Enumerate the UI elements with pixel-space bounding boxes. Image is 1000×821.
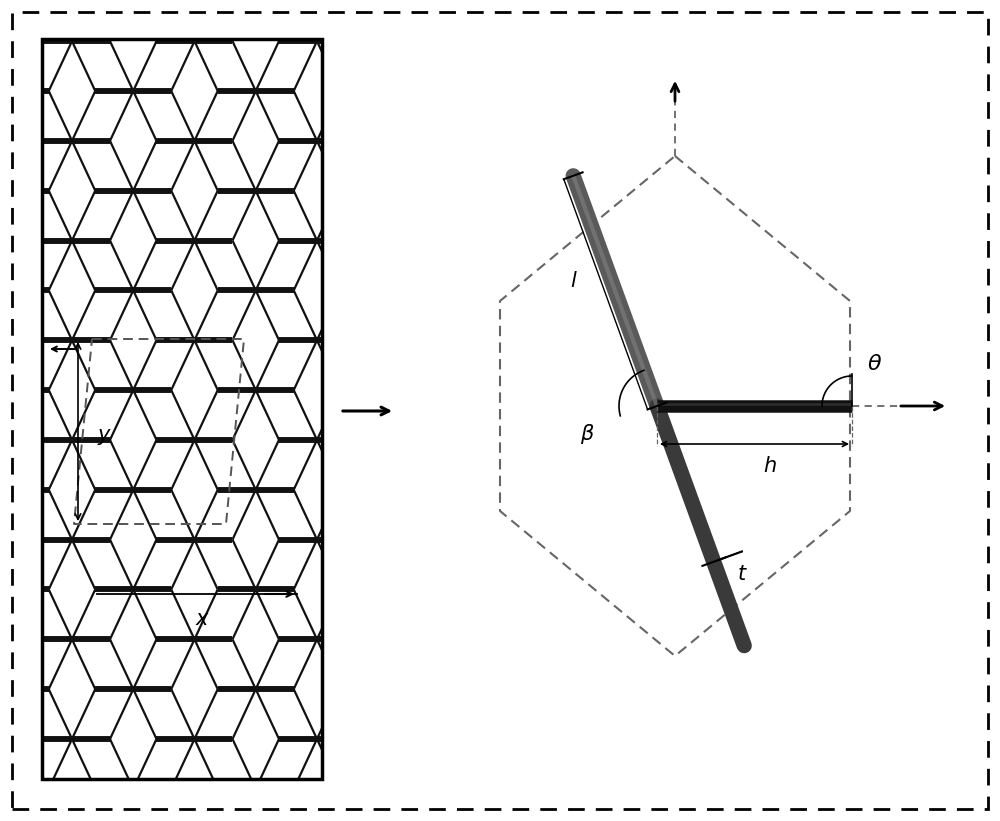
Bar (42, 39, 322, 779)
Text: y: y (98, 425, 110, 445)
Text: x: x (196, 609, 208, 629)
Bar (42, 39, 322, 779)
Text: h: h (763, 456, 776, 476)
Text: l: l (570, 271, 576, 291)
Text: θ: θ (867, 354, 881, 374)
Text: β: β (580, 424, 594, 444)
Text: t: t (738, 564, 746, 584)
